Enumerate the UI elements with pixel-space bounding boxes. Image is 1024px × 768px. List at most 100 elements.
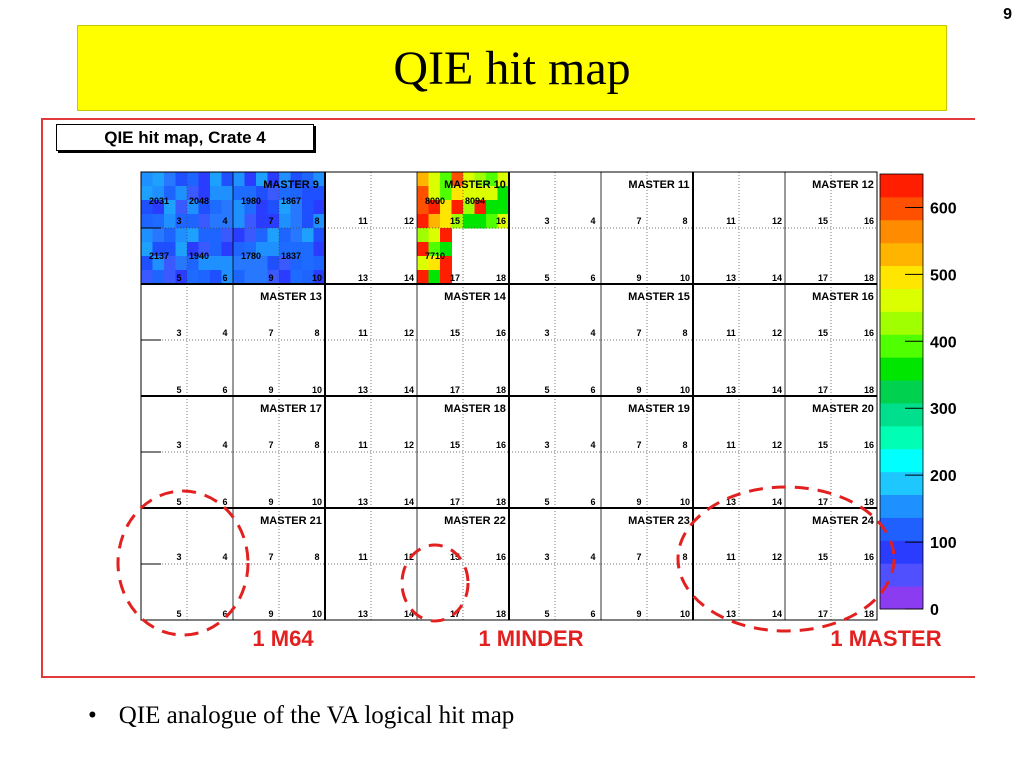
cell-value: 1837 — [281, 251, 301, 261]
heat-cell — [267, 186, 280, 201]
heat-cell — [244, 270, 257, 285]
heat-cell — [451, 214, 464, 229]
minder-label: 18 — [496, 497, 506, 507]
heat-cell — [417, 214, 429, 229]
minder-label: 6 — [590, 385, 595, 395]
minder-label: 8 — [682, 440, 687, 450]
heat-cell — [175, 200, 188, 215]
heat-cell — [187, 242, 199, 257]
minder-label: 3 — [176, 328, 181, 338]
heat-cell — [187, 200, 199, 215]
heat-cell — [187, 270, 199, 285]
heat-cell — [428, 186, 441, 201]
minder-label: 13 — [726, 497, 736, 507]
master-label: MASTER 18 — [444, 403, 506, 415]
annotation-ellipse — [400, 543, 470, 623]
heat-cell — [175, 270, 188, 285]
cell-value: 1980 — [241, 196, 261, 206]
minder-label: 17 — [450, 273, 460, 283]
colorbar-band — [880, 288, 923, 312]
heat-cell — [221, 270, 234, 285]
heat-cell — [440, 186, 452, 201]
heat-cell — [233, 200, 245, 215]
heat-cell — [279, 270, 291, 285]
colorbar-band — [880, 196, 923, 221]
heat-cell — [198, 256, 211, 271]
heat-cell — [198, 172, 211, 187]
heat-cell — [187, 172, 199, 187]
heat-cell — [141, 186, 153, 201]
heat-cell — [244, 200, 257, 215]
colorbar-tick-label: 100 — [930, 535, 957, 552]
minder-label: 7 — [268, 328, 273, 338]
heat-cell — [175, 186, 188, 201]
minder-label: 11 — [358, 552, 368, 562]
heat-cell — [428, 172, 441, 187]
heat-cell — [497, 200, 510, 215]
heat-cell — [302, 172, 314, 187]
heat-cell — [290, 186, 303, 201]
minder-label: 5 — [176, 385, 181, 395]
minder-label: 10 — [312, 273, 322, 283]
minder-label: 17 — [450, 385, 460, 395]
heat-cell — [290, 256, 303, 271]
minder-label: 18 — [864, 273, 874, 283]
heat-cell — [221, 200, 234, 215]
heat-cell — [244, 186, 257, 201]
heat-cell — [152, 228, 165, 243]
plot-title-box: QIE hit map, Crate 4 — [56, 124, 314, 151]
colorbar-tick-label: 600 — [930, 200, 957, 217]
heat-cell — [417, 172, 429, 187]
minder-label: 4 — [590, 552, 595, 562]
master-label: MASTER 21 — [260, 515, 322, 527]
annotation-label: 1 MINDER — [478, 626, 583, 651]
heat-cell — [440, 172, 452, 187]
minder-label: 14 — [404, 273, 414, 283]
minder-label: 17 — [450, 497, 460, 507]
heat-cell — [428, 242, 441, 257]
minder-label: 16 — [496, 328, 506, 338]
heat-cell — [486, 200, 498, 215]
minder-label: 8 — [314, 216, 319, 226]
heat-cell — [417, 270, 429, 285]
master-label: MASTER 20 — [812, 403, 874, 415]
heat-cell — [256, 214, 268, 229]
heat-cell — [210, 256, 222, 271]
heat-cell — [267, 228, 280, 243]
minder-label: 12 — [404, 440, 414, 450]
heat-cell — [141, 172, 153, 187]
minder-label: 18 — [496, 385, 506, 395]
heat-cell — [279, 200, 291, 215]
heat-cell — [187, 256, 199, 271]
minder-label: 12 — [404, 552, 414, 562]
minder-label: 10 — [312, 385, 322, 395]
heat-cell — [302, 186, 314, 201]
heat-cell — [302, 270, 314, 285]
heat-cell — [152, 242, 165, 257]
heat-cell — [210, 172, 222, 187]
colorbar-band — [880, 242, 923, 267]
heat-cell — [152, 200, 165, 215]
minder-label: 7 — [268, 552, 273, 562]
heat-cell — [256, 172, 268, 187]
colorbar-band — [880, 357, 923, 381]
minder-label: 15 — [818, 328, 828, 338]
minder-label: 6 — [222, 609, 227, 619]
minder-label: 14 — [772, 273, 782, 283]
minder-label: 14 — [404, 497, 414, 507]
minder-label: 11 — [358, 328, 368, 338]
heat-cell — [210, 186, 222, 201]
minder-label: 13 — [358, 273, 368, 283]
minder-label: 14 — [404, 385, 414, 395]
heat-cell — [152, 214, 165, 229]
heat-cell — [187, 186, 199, 201]
heat-cell — [233, 186, 245, 201]
minder-label: 17 — [818, 609, 828, 619]
minder-label: 12 — [772, 328, 782, 338]
heat-cell — [198, 270, 211, 285]
minder-label: 14 — [772, 609, 782, 619]
colorbar-band — [880, 563, 923, 587]
heat-cell — [233, 228, 245, 243]
heat-cell — [244, 172, 257, 187]
